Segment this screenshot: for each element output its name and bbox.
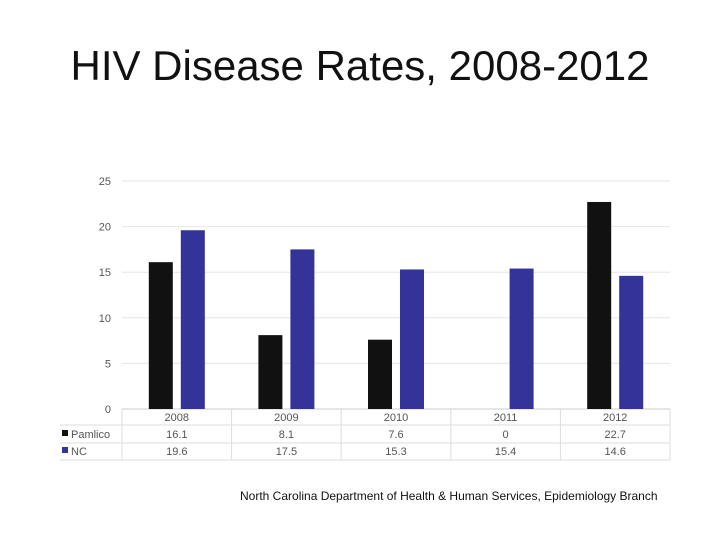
bar-pamlico-2009 [258, 335, 283, 409]
y-tick-label: 10 [99, 313, 111, 325]
bar-nc-2012 [619, 275, 644, 409]
slide-title: HIV Disease Rates, 2008-2012 [70, 42, 650, 89]
bar-nc-2009 [290, 249, 315, 409]
y-tick-label: 15 [99, 267, 111, 279]
table-cell: 8.1 [279, 429, 294, 441]
x-tick-label: 2012 [603, 412, 627, 424]
table-cell: 7.6 [388, 429, 403, 441]
x-tick-label: 2010 [384, 412, 408, 424]
bar-nc-2008 [180, 230, 205, 409]
x-tick-label: 2008 [165, 412, 189, 424]
bar-pamlico-2012 [587, 201, 612, 409]
legend-label: NC [71, 446, 87, 458]
table-cell: 16.1 [166, 429, 187, 441]
y-tick-label: 20 [99, 222, 111, 234]
legend-swatch-pamlico [62, 430, 68, 436]
table-cell: 14.6 [604, 446, 625, 458]
legend-swatch-nc [62, 447, 68, 453]
x-tick-label: 2011 [494, 412, 518, 424]
bar-nc-2010 [400, 269, 424, 409]
table-cell: 15.3 [385, 446, 406, 458]
table-cell: 15.4 [495, 446, 516, 458]
table-cell: 17.5 [276, 446, 297, 458]
legend-label: Pamlico [71, 429, 110, 441]
y-tick-label: 5 [105, 358, 111, 370]
y-tick-label: 25 [99, 176, 111, 188]
source-note: North Carolina Department of Health & Hu… [240, 489, 658, 503]
table-cell: 19.6 [166, 446, 187, 458]
table-cell: 22.7 [604, 429, 625, 441]
bar-pamlico-2008 [148, 262, 173, 409]
bar-nc-2011 [509, 268, 534, 409]
x-tick-label: 2009 [274, 412, 298, 424]
table-cell: 0 [503, 429, 509, 441]
y-tick-label: 0 [105, 404, 111, 416]
bar-pamlico-2010 [368, 339, 392, 409]
